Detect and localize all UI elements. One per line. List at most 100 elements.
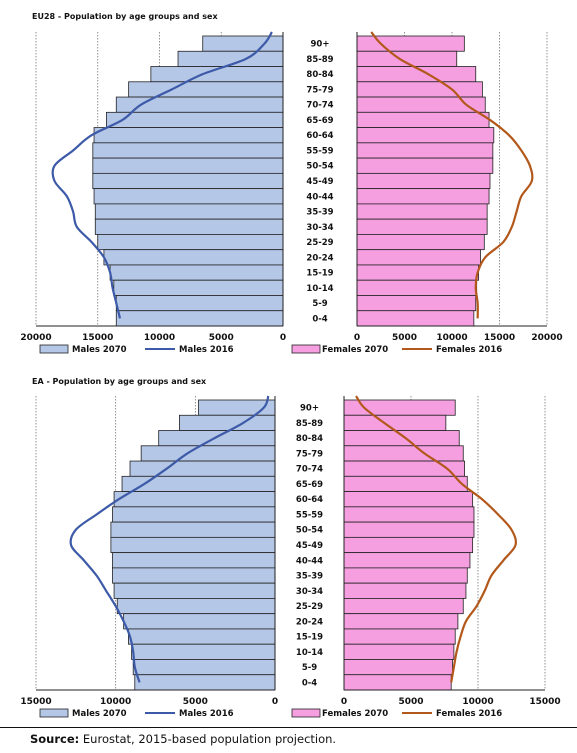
ea-legend-female-2070-label: Females 2070 [322,709,388,719]
eu28-female-2070-bar [356,203,488,220]
eu28-age-label: 30-34 [306,223,333,233]
ea-age-label: 55-59 [296,510,323,520]
eu28-age-label: 25-29 [306,238,333,248]
ea-female-2070-bar [343,567,468,584]
eu28-age-label: 65-69 [306,116,333,126]
ea-age-label: 25-29 [296,602,323,612]
eu28-male-2016-line [51,31,273,319]
eu28-female-2070-bar [356,127,495,144]
eu28-female-2070-bar [356,234,485,251]
ea-female-2070-bar [343,475,468,492]
ea-female-tick-label: 5000 [398,697,423,707]
eu28-male-2070-bar [128,81,284,98]
eu28-age-label: 0-4 [312,314,327,324]
ea-male-tick-label: 0 [272,697,278,707]
ea-age-label: 80-84 [296,434,323,444]
ea-female-2070-bar [343,414,447,431]
eu28-male-2070-bar [92,157,284,174]
ea-age-label: 10-14 [296,648,323,658]
eu28-age-label: 15-19 [306,269,333,279]
ea-age-label: 20-24 [296,617,323,627]
eu28-female-2070-bar [356,111,490,128]
ea-male-2070-bar [140,445,276,462]
ea-female-2070-bar [343,536,474,554]
ea-male-2070-bar [131,643,276,660]
ea-male-tick-label: 10000 [100,697,131,707]
eu28-male-tick-label: 0 [280,333,286,343]
ea-male-2070-bar [129,460,276,477]
eu28-female-2016-line [370,31,534,319]
ea-age-label: 50-54 [296,526,323,536]
eu28-female-2070-bar [356,264,479,281]
eu28-age-label: 70-74 [306,101,333,111]
eu28-legend-male-2070-swatch [39,344,69,354]
eu28-male-2070-bar [115,310,284,327]
ea-male-2070-bar [158,430,276,447]
eu28-male-2070-bar [115,295,284,312]
eu28-female-2070-bar [356,81,483,98]
eu28-female-2070-bar [356,188,490,205]
ea-legend-male-2070-label: Males 2070 [72,709,127,719]
eu28-male-2070-bar [93,127,284,144]
ea-male-tick-label: 15000 [20,697,51,707]
ea-male-2070-bar [110,536,276,554]
ea-legend-female-2016-label: Females 2016 [436,709,502,719]
ea-male-2070-bar [128,628,276,645]
ea-female-2070-bar [343,430,460,447]
ea-female-2070-bar [343,598,464,615]
eu28-male-2070-bar [94,203,284,220]
eu28-male-tick-label: 20000 [20,333,51,343]
eu28-male-2070-bar [103,249,284,266]
eu28-male-2070-bar [92,142,284,159]
ea-male-2070-bar [178,414,276,431]
eu28-age-label: 20-24 [306,253,333,263]
eu28-age-label: 75-79 [306,85,333,95]
divider-line [0,727,577,728]
eu28-legend-female-2070-swatch [291,344,321,354]
ea-male-2070-bar [116,598,276,615]
eu28-age-label: 50-54 [306,162,333,172]
eu28-legend-female-2016-label: Females 2016 [436,345,502,355]
source-label: Source: [30,732,80,746]
ea-age-label: 35-39 [296,572,323,582]
eu28-female-tick-label: 5000 [392,333,417,343]
ea-female-2070-bar [343,628,456,645]
ea-age-label: 65-69 [296,480,323,490]
ea-age-label: 40-44 [296,556,323,566]
eu28-legend-female-2070-label: Females 2070 [322,345,388,355]
eu28-age-label: 80-84 [306,70,333,80]
ea-age-label: 5-9 [302,663,317,673]
eu28-female-2070-bar [356,172,491,190]
eu28-male-tick-label: 15000 [82,333,113,343]
ea-legend-male-2016-label: Males 2016 [179,709,234,719]
eu28-female-2070-bar [356,157,494,174]
ea-female-2070-bar [343,613,459,630]
eu28-female-2070-bar [356,295,477,312]
eu28-female-2070-bar [356,310,475,327]
eu28-male-2070-bar [105,111,284,128]
eu28-age-label: 90+ [311,40,330,50]
eu28-female-2070-bar [356,35,465,52]
eu28-male-2070-bar [93,188,284,205]
ea-age-label: 70-74 [296,465,323,475]
eu28-male-2070-bar [109,264,284,281]
source-text: Eurostat, 2015-based population projecti… [79,732,337,746]
eu28-female-2070-bar [356,50,458,67]
ea-female-2070-bar [343,552,471,569]
ea-legend-male-2070-swatch [39,708,69,718]
ea-legend-female-2070-swatch [291,708,321,718]
ea-age-label: 75-79 [296,449,323,459]
eu28-age-label: 85-89 [306,55,333,65]
eu28-age-label: 60-64 [306,131,333,141]
ea-male-2070-bar [113,582,276,599]
ea-male-2070-bar [113,491,276,508]
ea-age-label: 15-19 [296,633,323,643]
ea-female-2016-line [355,395,517,683]
ea-male-2070-bar [112,552,276,569]
eu28-age-label: 5-9 [312,299,327,309]
eu28-male-2070-bar [97,234,284,251]
eu28-age-label: 10-14 [306,284,333,294]
chart-title-eu28: EU28 - Population by age groups and sex [32,12,218,21]
eu28-age-label: 35-39 [306,208,333,218]
eu28-male-2070-bar [94,218,284,235]
